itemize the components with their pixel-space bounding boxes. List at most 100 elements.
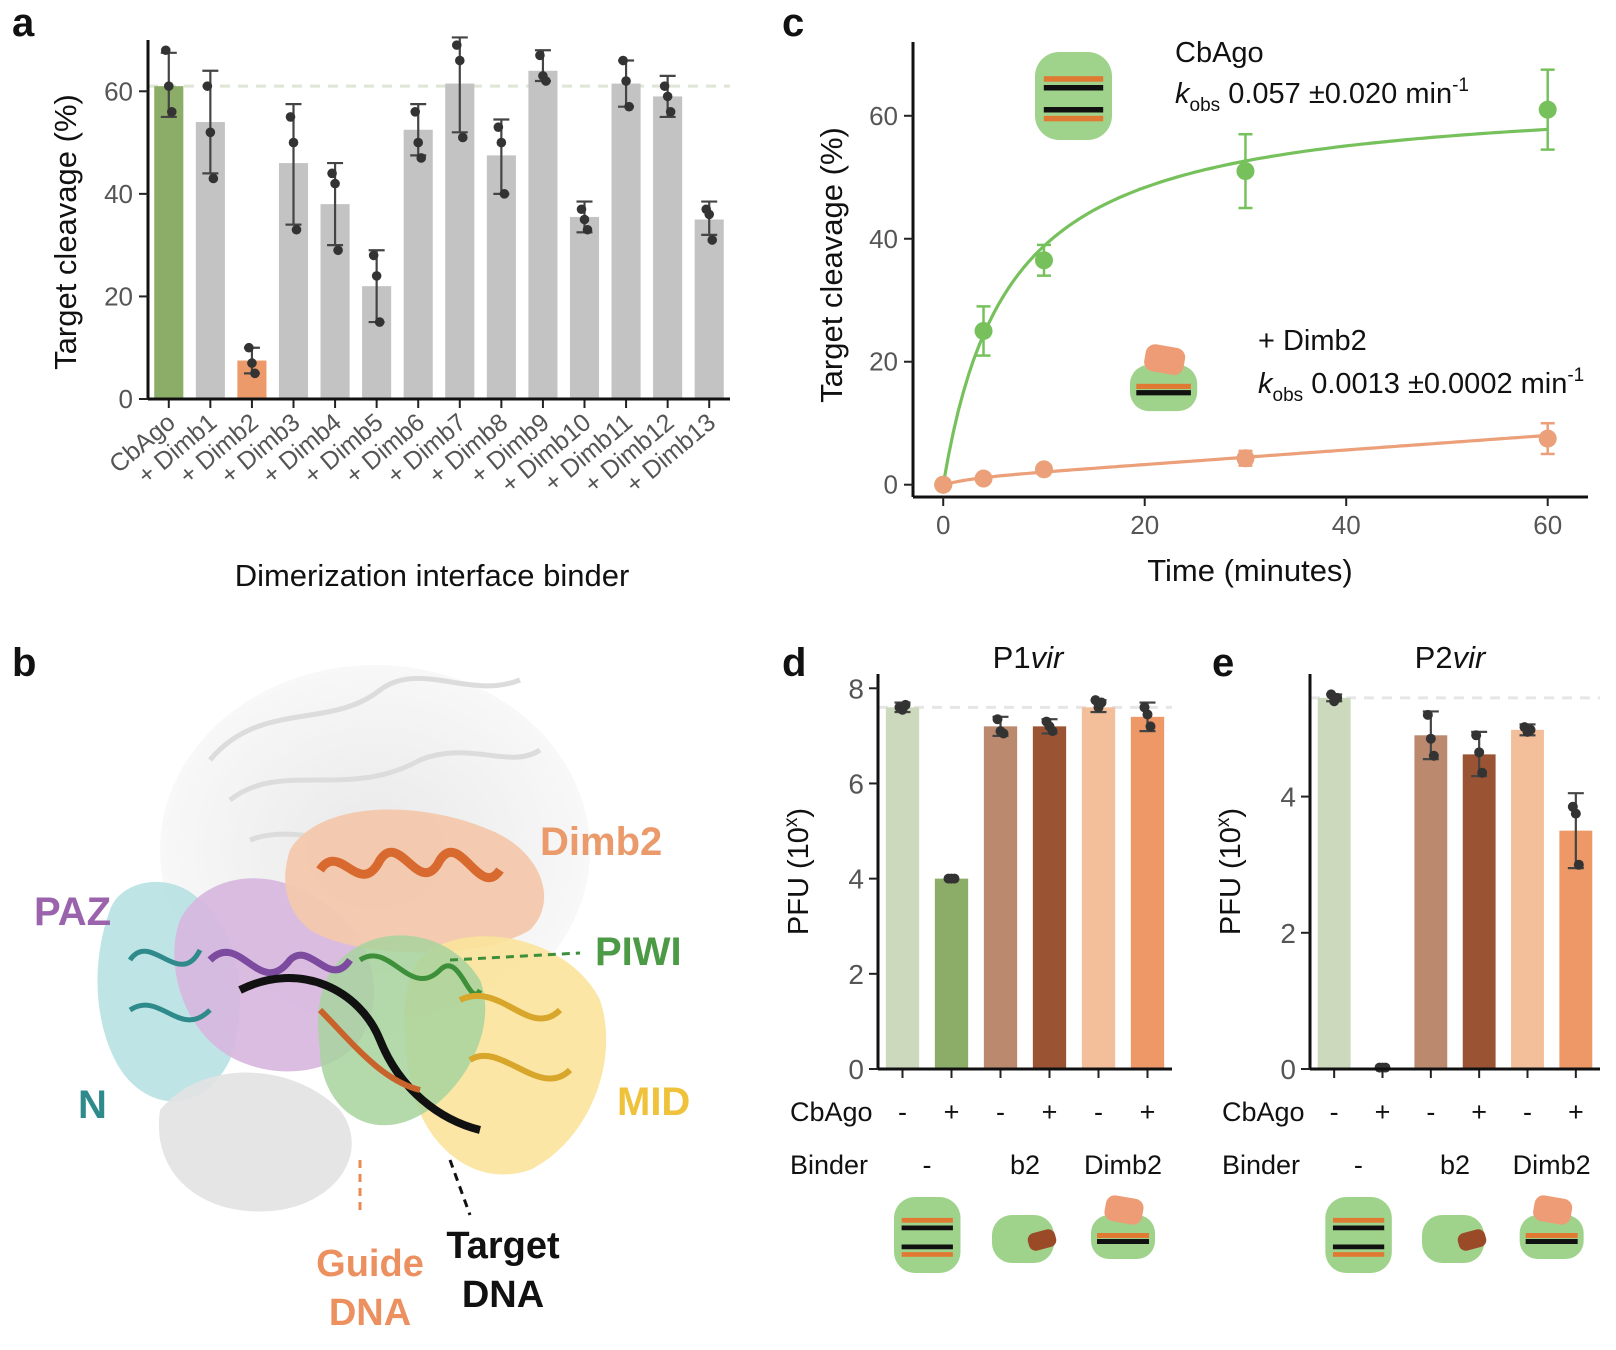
ytick-label-c-20: 20 [869,347,898,377]
point-e-5-2 [1573,859,1584,870]
cbago-sign-e-3: + [1471,1097,1487,1127]
panel-letter-b: b [12,641,36,685]
binder-row-label-e: Binder [1222,1150,1300,1180]
ytick-label-d-0: 0 [848,1054,864,1085]
series-name-c-0: CbAgo [1175,37,1264,69]
cbago-sign-e-4: - [1523,1097,1532,1127]
xlabel-c: Time (minutes) [1147,553,1353,588]
title-e: P2vir [1415,640,1487,675]
point-c-0-3 [1236,162,1255,181]
kobs-label-c-1: kobs 0.0013 ±0.0002 min-1 [1258,365,1584,406]
dimb2-helices [316,847,504,882]
icon-c-dimer-target-top [1043,85,1104,91]
point-a-7-1 [454,55,465,66]
point-a-10-1 [579,214,590,225]
piwi-ribbons [358,953,483,997]
binder-label-d-1: b2 [1010,1150,1040,1180]
dimb2-label: Dimb2 [540,820,662,864]
cbago-sign-d-2: - [996,1097,1005,1127]
cbago-sign-e-5: + [1568,1097,1584,1127]
icon-d-b2-body [992,1215,1054,1263]
point-a-6-1 [413,137,424,148]
point-a-13-1 [704,209,715,220]
point-a-10-0 [576,204,587,215]
point-a-0-1 [163,81,174,91]
cbago-row-label-d: CbAgo [790,1097,873,1127]
ytick-label-d-2: 2 [848,959,864,990]
point-a-2-0 [244,342,254,353]
point-a-2-1 [247,358,257,368]
point-e-5-1 [1570,808,1581,819]
cbago-sign-d-4: - [1094,1097,1103,1127]
panel-letter-e: e [1212,641,1234,685]
target-dna-strand [238,974,481,1134]
icon-e-b2-binder [1457,1229,1487,1251]
point-a-11-0 [618,55,628,66]
icon-e-dimer-guide-top [1332,1217,1385,1223]
point-c-1-2 [1034,460,1053,479]
icon-e-dimb2-guide [1525,1233,1578,1238]
target-leader-line [448,1159,472,1216]
binder-label-d-0: - [923,1150,932,1180]
point-d-5-1 [1142,709,1153,720]
point-a-3-0 [285,112,296,122]
point-c-0-4 [1538,100,1557,119]
ytick-label-e-4: 4 [1280,782,1296,813]
point-e-2-0 [1422,709,1433,720]
icon-e-dimer-body [1325,1197,1392,1273]
panel-letter-d: d [782,641,806,685]
binder-row-label-d: Binder [790,1150,868,1180]
point-d-2-0 [992,714,1003,725]
ytick-label-d-4: 4 [848,864,864,895]
dimb2-surface [285,809,545,953]
bar-e-3 [1462,754,1496,1069]
point-a-7-2 [457,132,468,143]
point-a-4-2 [333,245,343,256]
icon-d-dimb2-target [1097,1239,1149,1244]
bar-d-5 [1130,716,1165,1069]
point-a-3-2 [291,224,302,235]
piwi-leader-line [449,951,581,962]
chart-a: CbAgo+ Dimb1+ Dimb2+ Dimb3+ Dimb4+ Dimb5… [48,36,730,593]
icon-d-dimer-target-bottom [901,1244,953,1250]
point-c-1-4 [1538,429,1557,448]
cbago-sign-d-0: - [898,1097,907,1127]
binder-label-d-2: Dimb2 [1084,1150,1162,1180]
cbago-row-label-e: CbAgo [1222,1097,1305,1127]
point-e-4-2 [1525,724,1536,735]
point-d-1-2 [949,873,960,884]
xtick-label-c-0: 0 [936,510,950,540]
ytick-label-e-2: 2 [1280,918,1296,949]
ytick-label-a-20: 20 [104,281,133,311]
ytick-label-c-40: 40 [869,224,898,254]
point-e-3-1 [1474,747,1485,758]
bar-d-0 [885,707,920,1069]
cbago-sign-d-3: + [1042,1097,1058,1127]
point-e-2-2 [1428,750,1439,761]
bar-e-0 [1317,697,1351,1069]
ytick-label-d-6: 6 [848,768,864,799]
point-c-1-3 [1236,449,1255,468]
icon-d-dimb2-guide [1097,1233,1149,1238]
point-a-11-2 [624,101,634,112]
point-e-3-0 [1471,730,1482,741]
point-c-0-2 [1034,251,1053,270]
ytick-label-a-40: 40 [104,179,133,209]
cbago-sign-e-1: + [1375,1097,1391,1127]
ylabel-e: PFU (10x) [1213,808,1247,935]
point-d-2-2 [998,728,1009,739]
guide-label-line2: DNA [329,1292,411,1334]
icon-c-dimer-guide-top [1043,76,1104,82]
point-a-4-1 [330,178,340,189]
point-a-8-2 [499,189,510,199]
ytick-label-a-60: 60 [104,76,133,106]
target-label-line1: Target [446,1225,560,1267]
bar-a-11 [611,83,641,399]
ytick-label-c-0: 0 [884,470,898,500]
point-a-13-2 [707,235,718,245]
point-a-2-2 [250,368,260,379]
icon-c-dimer-body [1035,52,1112,140]
point-d-0-2 [900,699,911,710]
xlabel-a: Dimerization interface binder [235,558,630,593]
